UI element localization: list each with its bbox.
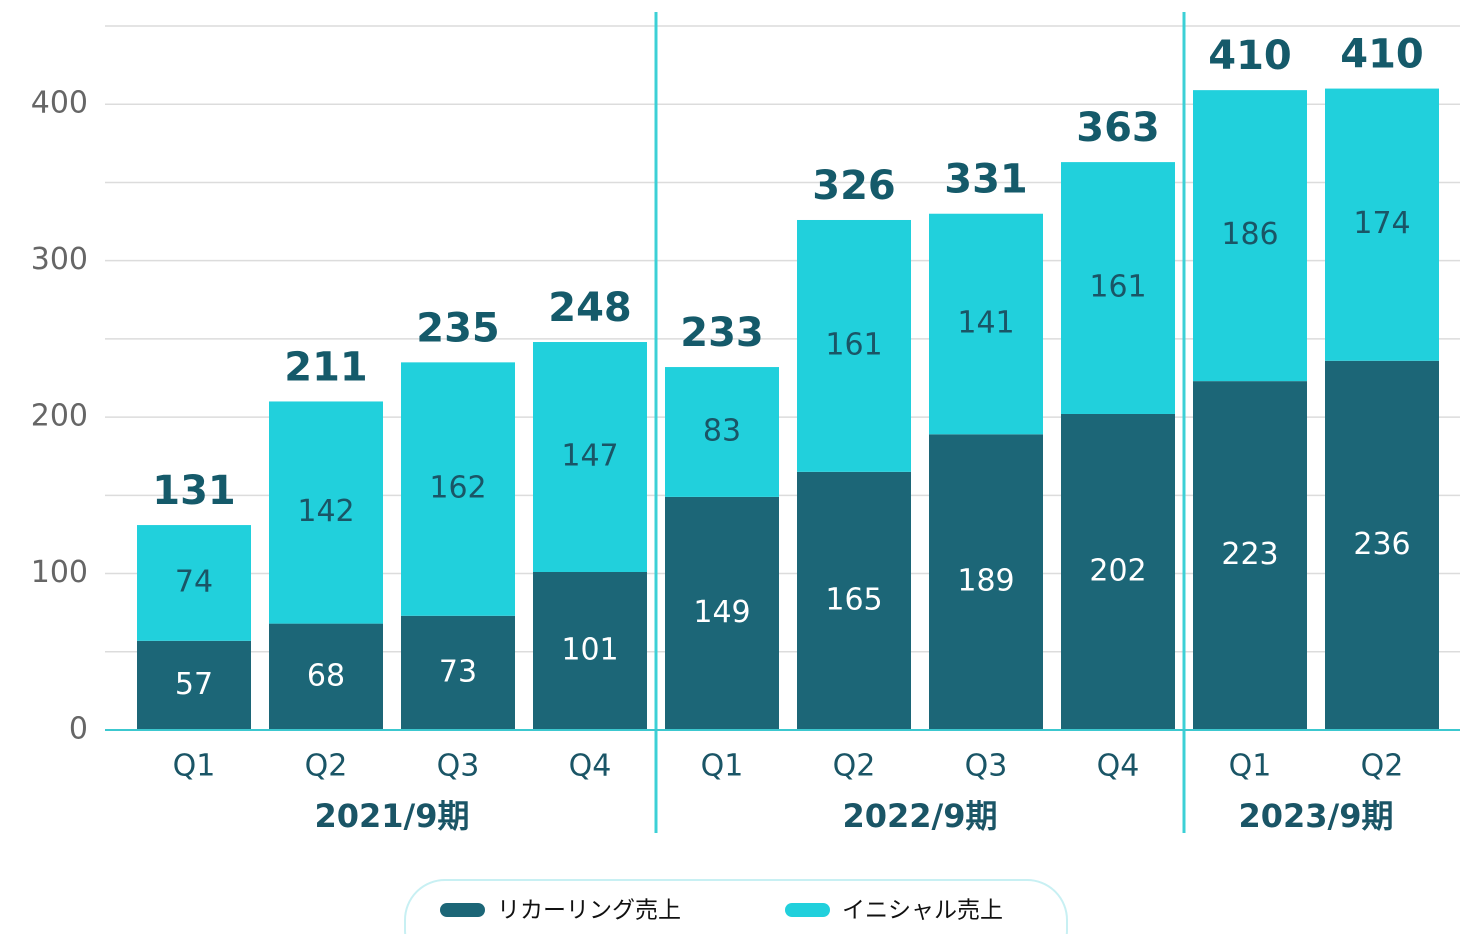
segment-label: 174 (1353, 206, 1410, 241)
total-label: 235 (416, 305, 500, 351)
x-tick-label: Q2 (305, 749, 348, 784)
total-label: 410 (1340, 32, 1424, 78)
group-label: 2023/9期 (1238, 797, 1393, 835)
x-tick-label: Q2 (1361, 749, 1404, 784)
segment-label: 162 (429, 471, 486, 506)
segment-label: 101 (561, 632, 618, 667)
bar-segment (137, 525, 251, 641)
segment-label: 147 (561, 439, 618, 474)
segment-label: 186 (1221, 217, 1278, 252)
bar-segment (1193, 90, 1307, 382)
segment-label: 165 (825, 582, 882, 617)
segment-label: 83 (703, 413, 741, 448)
legend-label: イニシャル売上 (842, 898, 1003, 924)
bar-segment (665, 496, 779, 730)
bar-segment (401, 615, 515, 730)
x-tick-label: Q4 (569, 749, 612, 784)
group-label: 2021/9期 (314, 797, 469, 835)
bar-segment (1061, 413, 1175, 730)
segment-label: 68 (307, 658, 345, 693)
bar-segment (533, 342, 647, 572)
segment-label: 189 (957, 564, 1014, 599)
segment-label: 223 (1221, 537, 1278, 572)
x-tick-label: Q3 (437, 749, 480, 784)
bar-segment (1325, 88, 1439, 361)
x-tick-label: Q2 (833, 749, 876, 784)
x-tick-label: Q4 (1097, 749, 1140, 784)
bar-segment (1061, 162, 1175, 414)
segment-label: 161 (825, 327, 882, 362)
total-label: 211 (284, 344, 368, 390)
bar-segment (533, 571, 647, 730)
y-tick-label: 200 (31, 399, 88, 434)
legend-swatch (440, 903, 485, 917)
y-tick-label: 100 (31, 555, 88, 590)
legend-label: リカーリング売上 (497, 898, 681, 924)
total-label: 363 (1076, 105, 1160, 151)
bar-segment (929, 434, 1043, 730)
segment-label: 161 (1089, 270, 1146, 305)
segment-label: 74 (175, 564, 213, 599)
bar-segment (269, 401, 383, 624)
y-tick-label: 400 (31, 86, 88, 121)
bar-segment (929, 213, 1043, 435)
group-label: 2022/9期 (842, 797, 997, 835)
bar-segment (797, 471, 911, 730)
total-label: 233 (680, 310, 764, 356)
bar-segment (1325, 360, 1439, 730)
segment-label: 202 (1089, 553, 1146, 588)
y-tick-label: 300 (31, 242, 88, 277)
total-label: 326 (812, 163, 896, 209)
segment-label: 149 (693, 595, 750, 630)
x-tick-label: Q1 (701, 749, 744, 784)
bar-segment (1193, 381, 1307, 730)
x-tick-label: Q1 (173, 749, 216, 784)
bar-segment (797, 219, 911, 472)
legend-box (404, 879, 1068, 934)
bar-segment (665, 367, 779, 497)
segment-label: 142 (297, 494, 354, 529)
bar-segment (137, 640, 251, 730)
total-label: 331 (944, 157, 1028, 203)
total-label: 131 (152, 468, 236, 514)
x-tick-label: Q3 (965, 749, 1008, 784)
legend-swatch (785, 903, 830, 917)
y-tick-label: 0 (69, 712, 88, 747)
segment-label: 57 (175, 667, 213, 702)
segment-label: 141 (957, 306, 1014, 341)
segment-label: 73 (439, 654, 477, 689)
bar-segment (269, 623, 383, 730)
segment-label: 236 (1353, 527, 1410, 562)
x-tick-label: Q1 (1229, 749, 1272, 784)
total-label: 410 (1208, 33, 1292, 79)
bar-segment (401, 362, 515, 616)
total-label: 248 (548, 285, 632, 331)
